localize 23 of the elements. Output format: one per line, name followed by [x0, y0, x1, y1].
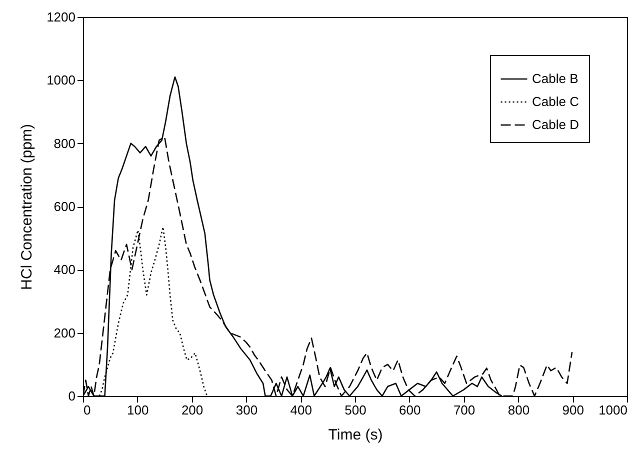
y-tick-label: 600	[54, 199, 76, 214]
x-tick-label: 1000	[598, 402, 628, 418]
legend-label: Cable B	[532, 71, 578, 86]
x-tick-label: 100	[127, 402, 149, 418]
x-tick-label: 800	[508, 402, 530, 418]
y-tick-label: 1000	[46, 72, 76, 88]
legend-label: Cable D	[532, 117, 579, 132]
y-tick-label: 0	[68, 388, 76, 404]
x-axis-title: Time (s)	[328, 426, 383, 444]
x-tick-label: 700	[453, 402, 476, 418]
x-tick-label: 900	[562, 402, 584, 418]
y-tick-label: 400	[54, 262, 76, 278]
x-tick-label: 0	[84, 402, 91, 418]
x-tick-label: 200	[181, 402, 204, 418]
y-tick-label: 1200	[46, 10, 76, 24]
x-tick-label: 300	[236, 402, 258, 418]
x-tick-label: 500	[344, 402, 366, 418]
x-tick-label: 600	[399, 402, 421, 418]
y-tick-label: 800	[54, 136, 76, 151]
x-tick-label: 400	[290, 402, 312, 418]
y-axis-title: HCl Concentration (ppm)	[18, 124, 36, 290]
legend-label: Cable C	[532, 94, 579, 109]
y-tick-label: 200	[54, 325, 76, 340]
